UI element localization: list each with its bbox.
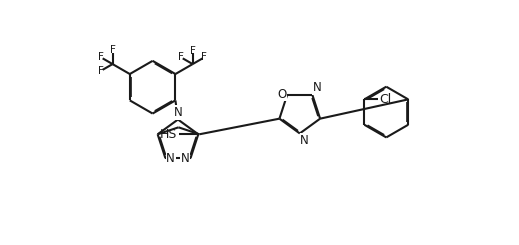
Text: N: N [301,134,309,147]
Text: HS: HS [159,128,177,141]
Text: F: F [201,52,207,62]
Text: F: F [110,45,116,55]
Text: N: N [313,81,322,94]
Text: F: F [178,52,184,62]
Text: F: F [98,52,103,62]
Text: O: O [277,88,286,101]
Text: N: N [173,106,182,119]
Text: Cl: Cl [380,93,392,106]
Text: N: N [166,152,175,165]
Text: F: F [98,66,103,76]
Text: N: N [181,152,190,165]
Text: F: F [190,46,196,56]
